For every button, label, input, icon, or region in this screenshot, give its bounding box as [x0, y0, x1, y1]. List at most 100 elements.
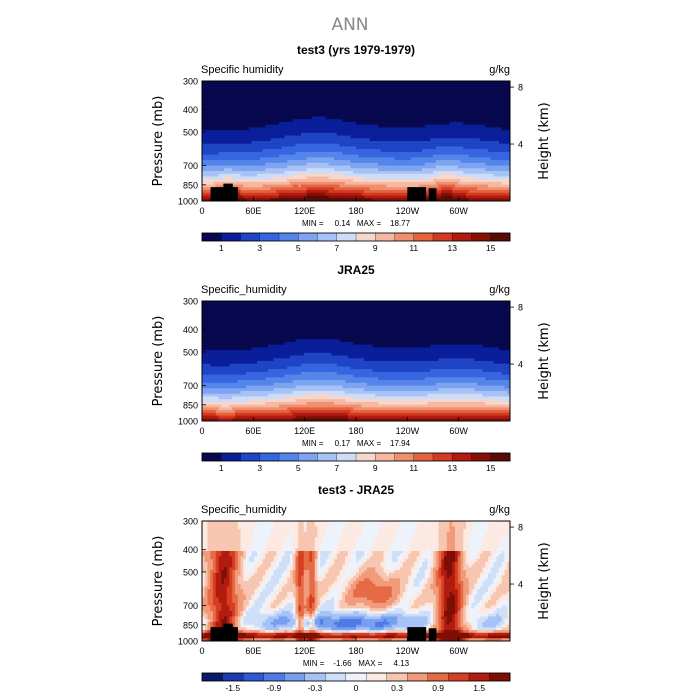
- contour-cell: [488, 97, 492, 101]
- contour-cell: [389, 132, 393, 136]
- contour-cell: [501, 179, 505, 183]
- contour-cell: [444, 94, 448, 98]
- contour-cell: [251, 83, 255, 87]
- contour-cell: [416, 105, 420, 109]
- contour-cell: [369, 81, 373, 85]
- contour-cell: [257, 127, 261, 131]
- contour-cell: [471, 86, 475, 90]
- contour-cell: [496, 171, 500, 175]
- contour-cell: [254, 171, 258, 175]
- contour-cell: [430, 135, 434, 139]
- contour-cell: [424, 160, 428, 164]
- contour-cell: [262, 97, 266, 101]
- contour-cell: [364, 100, 368, 104]
- contour-cell: [254, 132, 258, 136]
- contour-cell: [488, 184, 492, 188]
- contour-cell: [281, 130, 285, 134]
- contour-cell: [284, 176, 288, 180]
- contour-cell: [295, 138, 299, 142]
- contour-cell: [455, 181, 459, 186]
- contour-cell: [342, 141, 346, 145]
- contour-cell: [375, 143, 379, 147]
- contour-cell: [221, 162, 225, 166]
- contour-cell: [295, 102, 299, 106]
- contour-cell: [314, 132, 318, 136]
- contour-cell: [358, 171, 362, 175]
- contour-cell: [287, 143, 291, 147]
- contour-cell: [273, 121, 277, 126]
- contour-cell: [347, 138, 351, 142]
- contour-cell: [408, 146, 412, 150]
- contour-cell: [358, 181, 362, 186]
- contour-cell: [281, 102, 285, 106]
- contour-cell: [422, 168, 426, 172]
- contour-cell: [419, 162, 423, 166]
- contour-cell: [369, 187, 373, 191]
- colorbar-swatch: [240, 232, 261, 242]
- contour-cell: [243, 119, 247, 123]
- contour-cell: [317, 91, 321, 96]
- contour-cell: [237, 190, 241, 194]
- contour-cell: [499, 151, 503, 156]
- contour-cell: [259, 124, 263, 128]
- contour-cell: [246, 102, 250, 106]
- contour-cell: [251, 124, 255, 128]
- contour-cell: [468, 171, 472, 175]
- contour-cell: [408, 124, 412, 128]
- contour-cell: [424, 171, 428, 175]
- contour-cell: [353, 83, 357, 87]
- contour-cell: [237, 184, 241, 188]
- contour-cell: [391, 143, 395, 147]
- contour-cell: [496, 121, 500, 126]
- contour-cell: [430, 154, 434, 158]
- contour-cell: [232, 168, 236, 172]
- contour-cell: [281, 146, 285, 150]
- contour-cell: [232, 132, 236, 136]
- contour-cell: [287, 97, 291, 101]
- contour-cell: [493, 184, 497, 188]
- contour-cell: [389, 192, 393, 196]
- contour-cell: [367, 184, 371, 188]
- contour-cell: [339, 105, 343, 109]
- contour-cell: [279, 187, 283, 191]
- contour-cell: [411, 91, 415, 96]
- contour-cell: [273, 111, 277, 115]
- contour-cell: [204, 81, 208, 85]
- contour-cell: [312, 143, 316, 147]
- contour-cell: [358, 81, 362, 85]
- contour-cell: [347, 190, 351, 194]
- contour-cell: [331, 105, 335, 109]
- contour-cell: [298, 195, 302, 199]
- contour-cell: [441, 83, 445, 87]
- contour-cell: [287, 113, 291, 117]
- contour-cell: [430, 97, 434, 101]
- contour-cell: [358, 162, 362, 166]
- contour-cell: [281, 119, 285, 123]
- contour-cell: [323, 184, 327, 188]
- contour-cell: [292, 81, 296, 85]
- contour-cell: [427, 173, 431, 177]
- contour-cell: [336, 127, 340, 131]
- contour-cell: [221, 135, 225, 139]
- contour-cell: [306, 173, 310, 177]
- contour-cell: [334, 94, 338, 98]
- contour-cell: [251, 111, 255, 115]
- contour-cell: [309, 162, 313, 166]
- contour-cell: [397, 138, 401, 142]
- contour-cell: [452, 151, 456, 156]
- contour-cell: [246, 181, 250, 186]
- contour-cell: [292, 113, 296, 117]
- contour-cell: [221, 141, 225, 145]
- contour-cell: [391, 195, 395, 199]
- contour-cell: [331, 149, 335, 153]
- contour-cell: [331, 184, 335, 188]
- contour-cell: [342, 187, 346, 191]
- contour-cell: [215, 154, 219, 158]
- contour-cell: [281, 86, 285, 90]
- contour-cell: [460, 171, 464, 175]
- contour-cell: [331, 91, 335, 96]
- contour-cell: [270, 138, 274, 142]
- contour-cell: [430, 121, 434, 126]
- contour-cell: [317, 151, 321, 156]
- contour-cell: [380, 81, 384, 85]
